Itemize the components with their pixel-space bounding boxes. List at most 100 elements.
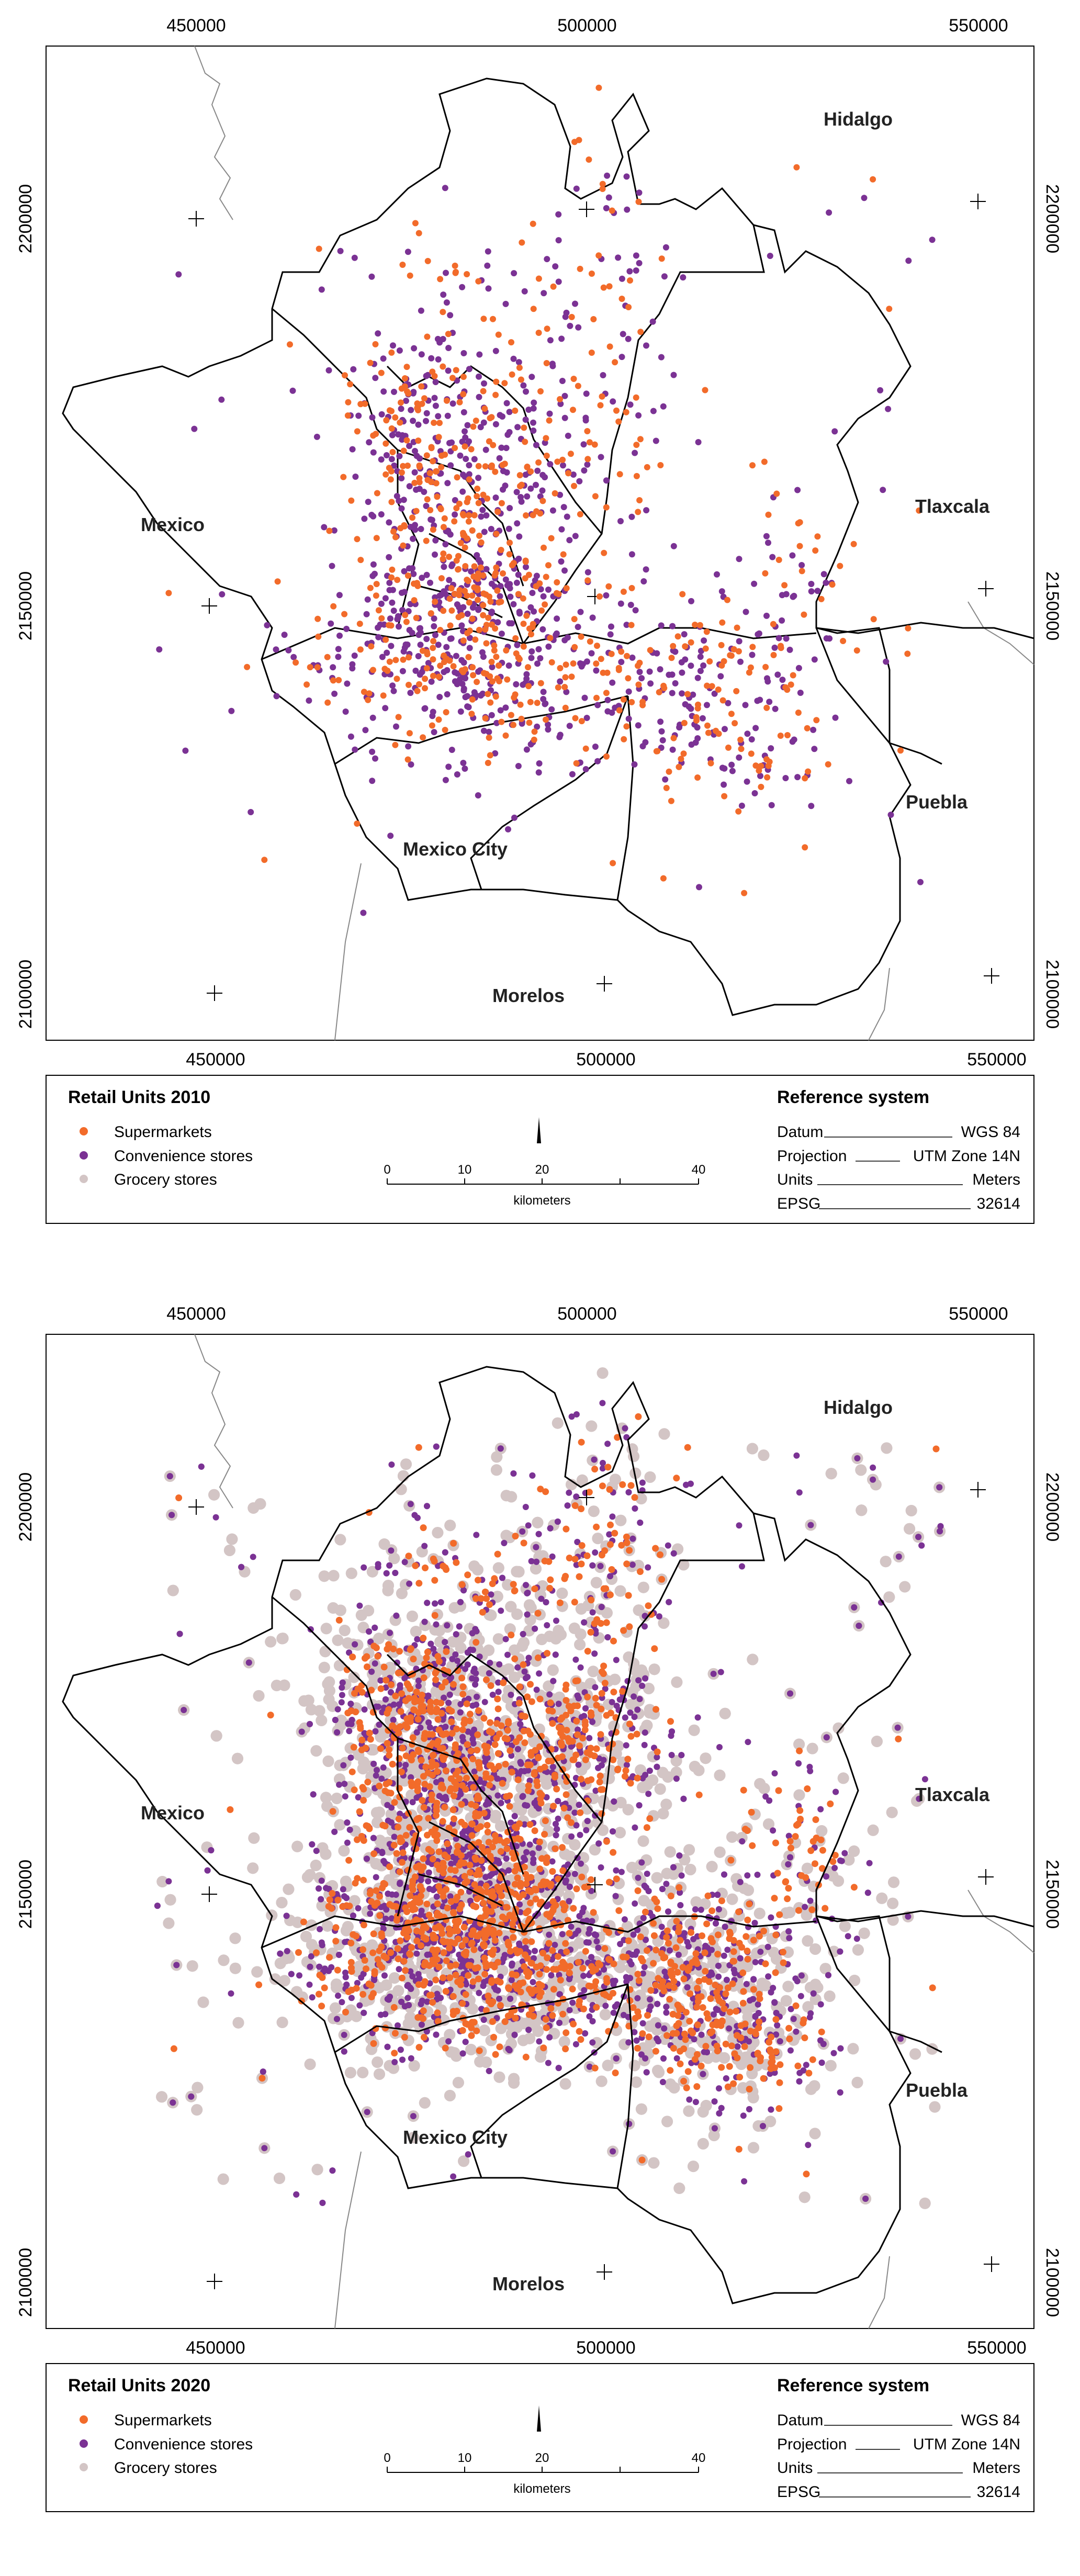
y-tick-right: 2100000 [1042, 960, 1062, 1029]
legend-swatch-grocery [80, 2463, 88, 2471]
legend-title: Retail Units 2010 [68, 1087, 210, 1107]
y-tick-left: 2150000 [16, 571, 36, 640]
scale-unit: kilometers [513, 1194, 570, 1208]
map-area: Hidalgo Mexico Tlaxcala Puebla Mexico Ci… [62, 46, 1034, 1041]
admin-line [470, 1984, 629, 2178]
scale-tick-label: 20 [535, 2451, 549, 2465]
region-label-morelos: Morelos [492, 2273, 565, 2294]
reference-key: Datum [777, 1123, 823, 1141]
legend-label-supermarkets: Supermarkets [114, 1123, 212, 1141]
admin-line [616, 695, 634, 901]
region-label-tlaxcala: Tlaxcala [915, 1784, 990, 1805]
legend-title: Retail Units 2020 [68, 2376, 210, 2395]
y-tick-left: 2150000 [16, 1860, 36, 1929]
region-label-mexico-city: Mexico City [403, 2127, 508, 2148]
admin-line [386, 365, 603, 534]
legend-swatch-convenience [80, 1151, 88, 1160]
map-panel-2020: 450000 500000 550000 450000 500000 55000… [16, 1304, 1062, 2512]
region-label-puebla: Puebla [906, 791, 968, 813]
legend-label-supermarkets: Supermarkets [114, 2412, 212, 2429]
y-tick-left: 2200000 [16, 184, 36, 253]
admin-line [386, 1653, 603, 1823]
crosshair-markers [188, 1482, 999, 2289]
scale-bar: 0 10 20 40 kilometers [384, 2451, 705, 2496]
x-tick-top: 500000 [557, 16, 616, 36]
legend-swatch-convenience [80, 2439, 88, 2448]
metro-boundary [62, 1366, 912, 2304]
admin-line [816, 622, 1034, 639]
scale-tick-label: 10 [458, 2451, 472, 2465]
y-tick-right: 2100000 [1042, 2248, 1062, 2317]
scale-unit: kilometers [513, 2482, 570, 2496]
reference-value: UTM Zone 14N [913, 1148, 1020, 1165]
y-tick-right: 2150000 [1042, 571, 1062, 640]
reference-key: Projection [777, 1148, 847, 1165]
admin-line [272, 308, 524, 587]
x-tick-top: 450000 [166, 16, 226, 36]
legend-swatch-grocery [80, 1175, 88, 1183]
admin-line [815, 627, 891, 744]
state-line [868, 2256, 890, 2329]
y-tick-right: 2200000 [1042, 1472, 1062, 1542]
admin-line [522, 1513, 765, 1932]
reference-value: 32614 [977, 2483, 1020, 2501]
state-line [194, 1334, 233, 1509]
x-tick-top: 500000 [557, 1304, 616, 1324]
x-tick-top: 450000 [166, 1304, 226, 1324]
reference-key: Projection [777, 2436, 847, 2453]
x-tick-bottom: 450000 [186, 1050, 245, 1070]
x-tick-top: 550000 [949, 1304, 1008, 1324]
legend-box [46, 2363, 1034, 2512]
map-area: Hidalgo Mexico Tlaxcala Puebla Mexico Ci… [62, 1334, 1034, 2329]
x-tick-bottom: 550000 [967, 2338, 1026, 2358]
supermarket-points [170, 1413, 940, 2178]
y-tick-left: 2100000 [16, 960, 36, 1029]
admin-line [616, 1984, 634, 2189]
admin-line [397, 1738, 524, 1932]
reference-value: Meters [972, 1171, 1020, 1188]
crosshair-markers [188, 194, 999, 1001]
region-label-hidalgo: Hidalgo [824, 1397, 893, 1418]
reference-title: Reference system [777, 1087, 929, 1107]
y-tick-right: 2150000 [1042, 1860, 1062, 1929]
state-line [334, 863, 362, 1041]
reference-key: Units [777, 1171, 813, 1188]
region-label-tlaxcala: Tlaxcala [915, 496, 990, 517]
admin-line [261, 1915, 817, 1949]
supermarket-points [165, 84, 923, 896]
admin-line [334, 695, 628, 765]
reference-value: WGS 84 [961, 2412, 1020, 2429]
y-tick-left: 2200000 [16, 1472, 36, 1542]
reference-key: EPSG [777, 1195, 820, 1212]
scale-tick-label: 0 [384, 2451, 390, 2465]
state-line [334, 2151, 362, 2329]
reference-value: UTM Zone 14N [913, 2436, 1020, 2453]
north-arrow-icon [537, 2405, 541, 2432]
admin-line [815, 1916, 891, 2032]
reference-key: Datum [777, 2412, 823, 2429]
region-label-morelos: Morelos [492, 985, 565, 1006]
x-tick-bottom: 500000 [576, 1050, 635, 1070]
scale-tick-label: 20 [535, 1163, 549, 1177]
reference-key: EPSG [777, 2483, 820, 2501]
state-line [194, 46, 233, 220]
reference-value: Meters [972, 2459, 1020, 2477]
legend-label-convenience: Convenience stores [114, 2436, 253, 2453]
admin-line [889, 742, 942, 765]
region-label-puebla: Puebla [906, 2079, 968, 2101]
legend-swatch-supermarkets [80, 1127, 88, 1135]
scale-tick-label: 40 [692, 2451, 706, 2465]
x-tick-bottom: 500000 [576, 2338, 635, 2358]
map-panel-2010: 450000 500000 550000 450000 500000 55000… [16, 16, 1062, 1224]
region-label-mexico: Mexico [141, 514, 205, 535]
reference-value: WGS 84 [961, 1123, 1020, 1141]
legend-label-grocery: Grocery stores [114, 2459, 217, 2477]
x-tick-bottom: 450000 [186, 2338, 245, 2358]
scale-tick-label: 0 [384, 1163, 390, 1177]
state-line [968, 601, 1034, 665]
legend-swatch-supermarkets [80, 2415, 88, 2424]
legend-label-grocery: Grocery stores [114, 1171, 217, 1188]
scale-bar: 0 10 20 40 kilometers [384, 1163, 705, 1208]
legend-box [46, 1075, 1034, 1224]
legend-label-convenience: Convenience stores [114, 1148, 253, 1165]
